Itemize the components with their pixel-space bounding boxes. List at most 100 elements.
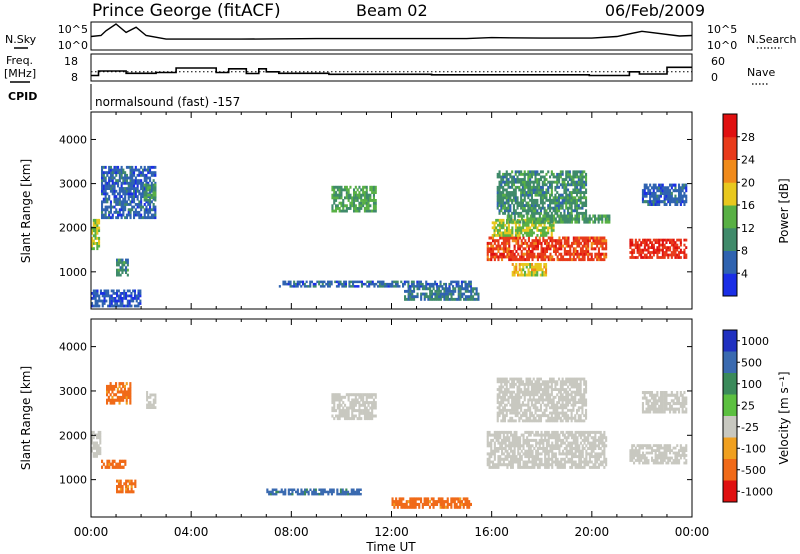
power-cell [529, 214, 532, 218]
velocity-cell [111, 390, 114, 394]
velocity-cell [603, 460, 606, 464]
velocity-cell [495, 463, 498, 467]
velocity-cell [282, 492, 285, 496]
velocity-cell [565, 447, 568, 450]
velocity-cell [338, 393, 341, 397]
velocity-cell [269, 490, 272, 494]
power-cell [558, 172, 561, 176]
power-cell [129, 184, 132, 188]
velocity-cell [353, 406, 356, 410]
power-cell [92, 242, 95, 245]
velocity-cell [149, 406, 152, 409]
power-cell [523, 204, 526, 207]
velocity-cell [531, 457, 534, 461]
velocity-cell [125, 487, 128, 491]
power-cell [504, 247, 507, 251]
power-cell [629, 243, 632, 247]
velocity-cell [520, 388, 523, 391]
velocity-cell [527, 398, 530, 402]
power-cell [683, 200, 686, 204]
power-cell [492, 252, 495, 256]
power-cell [685, 200, 688, 204]
power-cell [492, 250, 495, 253]
power-cell [147, 181, 150, 185]
power-cell [154, 171, 157, 175]
velocity-cell [521, 411, 524, 415]
power-cell [119, 294, 122, 298]
power-cell [505, 201, 508, 205]
power-cell [572, 191, 575, 194]
power-cell [514, 178, 517, 181]
velocity-cell [529, 433, 532, 437]
power-cell [581, 204, 584, 207]
power-cell [331, 193, 334, 197]
velocity-cell [345, 492, 348, 496]
power-cell [549, 220, 552, 224]
power-cell [470, 297, 473, 301]
power-cell [532, 223, 535, 227]
power-cell [556, 175, 559, 179]
velocity-cell [511, 438, 514, 442]
power-cell [497, 250, 500, 253]
power-cell [549, 214, 552, 218]
velocity-cell [571, 436, 574, 440]
velocity-cell [500, 403, 503, 407]
power-cell [309, 282, 312, 286]
power-cell [286, 282, 289, 286]
velocity-cell [592, 455, 595, 459]
power-cell [419, 285, 422, 288]
velocity-cell [530, 385, 533, 389]
velocity-cell [551, 452, 554, 456]
power-cell [345, 188, 348, 192]
power-cell [504, 236, 507, 240]
power-cell [540, 234, 543, 237]
velocity-cell [526, 465, 529, 469]
velocity-cell [538, 414, 541, 418]
velocity-cell [511, 411, 514, 415]
power-cell [549, 239, 552, 243]
power-cell [681, 200, 684, 204]
power-cell [540, 231, 543, 235]
power-cell [140, 171, 143, 175]
power-cell [574, 170, 577, 174]
velocity-cell [127, 487, 130, 491]
power-cell [585, 209, 588, 213]
velocity-cell [665, 456, 668, 460]
velocity-cell [520, 408, 523, 412]
power-cell [678, 186, 681, 190]
power-cell [536, 229, 539, 232]
power-cell [342, 201, 345, 205]
power-cell [104, 197, 107, 201]
velocity-cell [538, 433, 541, 437]
power-cell [502, 255, 505, 259]
power-cell [362, 188, 365, 192]
power-cell [547, 185, 550, 189]
velocity-cell [638, 444, 641, 447]
velocity-cell [681, 449, 684, 452]
power-cell [366, 280, 369, 284]
velocity-cell [544, 457, 547, 461]
power-cell [362, 185, 365, 189]
velocity-cell [396, 502, 399, 506]
power-cell [448, 287, 451, 291]
power-cell [502, 252, 505, 256]
velocity-cell [398, 502, 401, 506]
power-cell [669, 197, 672, 201]
velocity-cell [539, 377, 542, 381]
power-cell [391, 282, 394, 286]
power-cell [134, 179, 137, 183]
power-cell [520, 204, 523, 207]
power-cell [416, 295, 419, 299]
power-cell [545, 247, 548, 251]
power-cell [450, 292, 453, 296]
velocity-cell [529, 393, 532, 397]
power-cell [141, 192, 144, 196]
power-cell [511, 170, 514, 174]
power-cell [513, 255, 516, 259]
power-cell [658, 251, 661, 254]
power-cell [147, 168, 150, 172]
velocity-cell [553, 436, 556, 440]
power-cell [125, 271, 128, 274]
power-cell [503, 193, 506, 197]
power-cell [560, 220, 563, 224]
